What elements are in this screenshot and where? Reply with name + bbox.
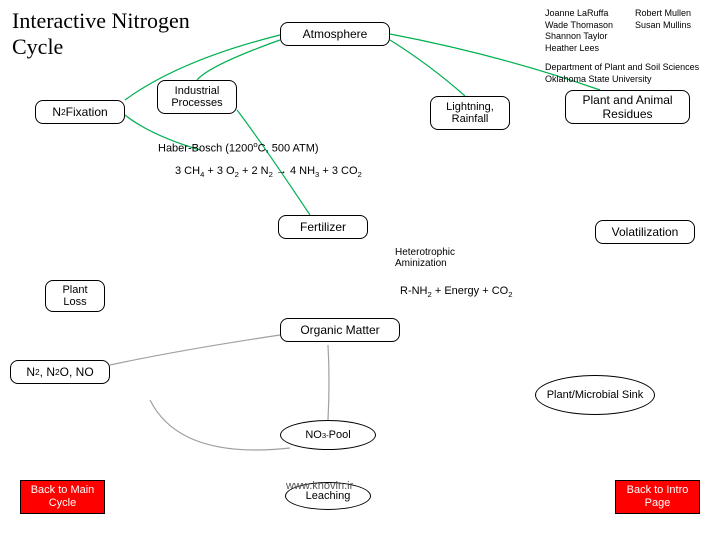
connector-5 xyxy=(237,110,310,215)
node-fertilizer[interactable]: Fertilizer xyxy=(278,215,368,239)
node-organicmatter[interactable]: Organic Matter xyxy=(280,318,400,342)
connector-6 xyxy=(110,335,280,365)
text-haberbosch: Haber-Bosch (1200oC, 500 ATM) xyxy=(158,140,319,155)
connector-2 xyxy=(390,40,465,96)
node-plantloss[interactable]: Plant Loss xyxy=(45,280,105,312)
node-industrial[interactable]: Industrial Processes xyxy=(157,80,237,114)
node-plantresidues[interactable]: Plant and Animal Residues xyxy=(565,90,690,124)
connector-7 xyxy=(328,345,329,420)
node-volatilization[interactable]: Volatilization xyxy=(595,220,695,244)
text-eq1: 3 CH4 + 3 O2 + 2 N2 → 4 NH3 + 3 CO2 xyxy=(175,165,362,179)
text-watermark: www.knovin.ir xyxy=(286,480,353,492)
department-text: Department of Plant and Soil SciencesOkl… xyxy=(545,62,699,85)
text-heterotrophic: HeterotrophicAminization xyxy=(395,247,455,269)
node-n2n2ono[interactable]: N2, N2O, NO xyxy=(10,360,110,384)
node-lightning[interactable]: Lightning, Rainfall xyxy=(430,96,510,130)
node-sink[interactable]: Plant/Microbial Sink xyxy=(535,375,655,415)
credits-col2: Robert MullenSusan Mullins xyxy=(635,8,691,31)
credits-col1: Joanne LaRuffaWade ThomasonShannon Taylo… xyxy=(545,8,613,55)
node-atmosphere[interactable]: Atmosphere xyxy=(280,22,390,46)
text-rnh2: R-NH2 + Energy + CO2 xyxy=(400,285,513,299)
back-main-button[interactable]: Back to Main Cycle xyxy=(20,480,105,514)
page-title: Interactive Nitrogen Cycle xyxy=(12,8,232,60)
back-intro-button[interactable]: Back to Intro Page xyxy=(615,480,700,514)
connector-8 xyxy=(150,400,290,450)
node-no3pool[interactable]: NO3- Pool xyxy=(280,420,376,450)
node-n2fixation[interactable]: N2 Fixation xyxy=(35,100,125,124)
